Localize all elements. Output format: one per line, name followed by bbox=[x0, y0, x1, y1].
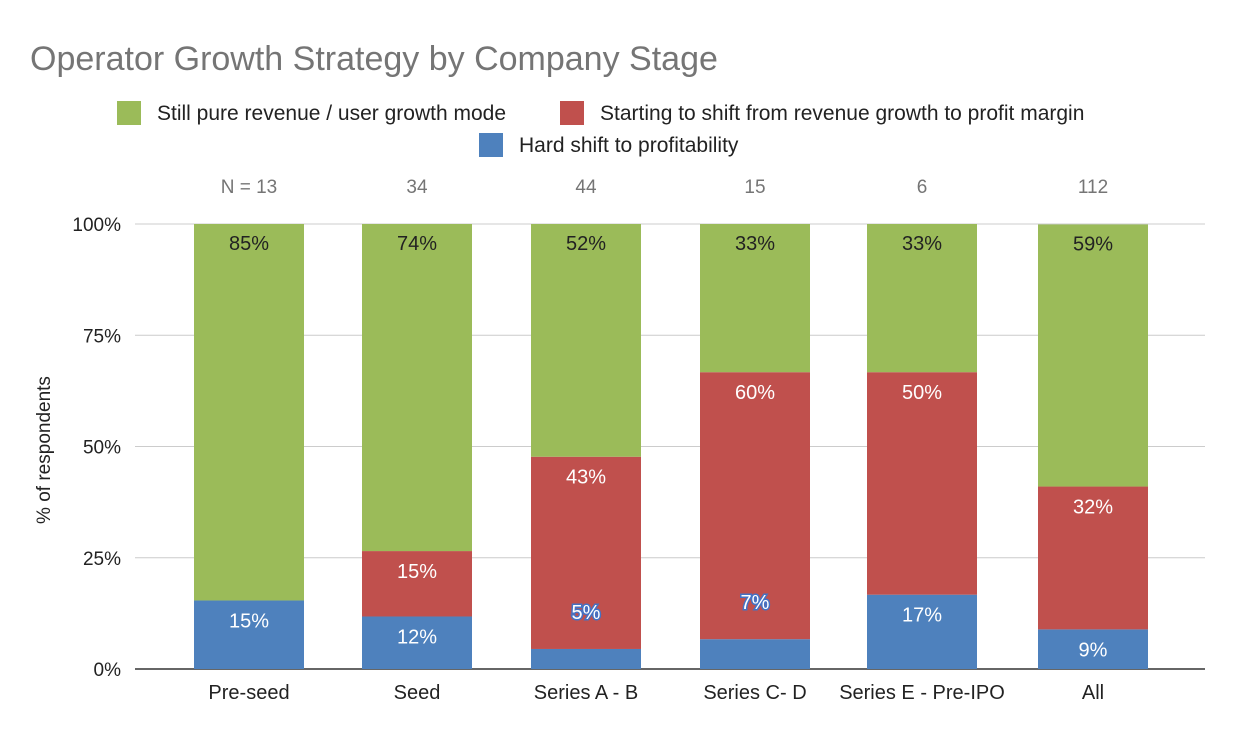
data-label: 74% bbox=[397, 233, 437, 255]
x-category-label: Pre-seed bbox=[208, 682, 289, 704]
data-label: 50% bbox=[902, 382, 942, 404]
legend: Still pure revenue / user growth mode St… bbox=[117, 101, 1084, 157]
shift-segment bbox=[867, 372, 977, 595]
n-label: 34 bbox=[406, 177, 428, 198]
x-category-label: Series E - Pre-IPO bbox=[839, 682, 1005, 704]
data-label: 12% bbox=[397, 626, 437, 648]
profit-segment bbox=[531, 648, 641, 669]
legend-swatch-shift bbox=[560, 101, 584, 125]
shift-segment bbox=[700, 372, 810, 640]
growth-segment bbox=[1038, 224, 1148, 487]
legend-label-shift: Starting to shift from revenue growth to… bbox=[600, 102, 1084, 125]
data-label: 5% bbox=[572, 602, 601, 624]
growth-segment bbox=[531, 224, 641, 457]
y-tick-label: 50% bbox=[83, 438, 121, 459]
data-label: 59% bbox=[1073, 233, 1113, 255]
legend-swatch-growth bbox=[117, 101, 141, 125]
legend-label-growth: Still pure revenue / user growth mode bbox=[157, 102, 506, 125]
profit-segment bbox=[700, 639, 810, 669]
shift-segment bbox=[1038, 486, 1148, 630]
legend-item-profit[interactable]: Hard shift to profitability bbox=[479, 133, 739, 157]
y-axis-label: % of respondents bbox=[34, 376, 55, 524]
data-label: 32% bbox=[1073, 497, 1113, 519]
legend-label-profit: Hard shift to profitability bbox=[519, 134, 739, 157]
n-label: 44 bbox=[575, 177, 597, 198]
x-category-label: Series C- D bbox=[703, 682, 806, 704]
profit-segment bbox=[194, 600, 304, 669]
n-label: 112 bbox=[1078, 177, 1108, 198]
legend-swatch-profit bbox=[479, 133, 503, 157]
bars bbox=[194, 224, 1148, 669]
data-label: 43% bbox=[566, 467, 606, 489]
data-label: 17% bbox=[902, 605, 942, 627]
data-label: 33% bbox=[735, 233, 775, 255]
y-tick-label: 100% bbox=[72, 215, 121, 236]
profit-segment bbox=[1038, 629, 1148, 669]
data-label: 9% bbox=[1079, 639, 1108, 661]
shift-segment bbox=[531, 456, 641, 649]
data-label: 85% bbox=[229, 233, 269, 255]
legend-item-shift[interactable]: Starting to shift from revenue growth to… bbox=[560, 101, 1084, 125]
data-label: 60% bbox=[735, 382, 775, 404]
chart-title: Operator Growth Strategy by Company Stag… bbox=[30, 40, 718, 78]
growth-segment bbox=[194, 224, 304, 601]
growth-segment bbox=[362, 224, 472, 552]
profit-segment bbox=[867, 594, 977, 669]
n-label: 15 bbox=[744, 177, 765, 198]
growth-segment bbox=[867, 224, 977, 373]
data-label: 15% bbox=[397, 561, 437, 583]
data-label: 15% bbox=[229, 610, 269, 632]
y-tick-label: 25% bbox=[83, 549, 121, 570]
shift-segment bbox=[362, 551, 472, 617]
gridlines bbox=[135, 223, 1205, 670]
y-tick-label: 75% bbox=[83, 326, 121, 347]
x-category-label: Series A - B bbox=[534, 682, 639, 704]
n-label: 6 bbox=[917, 177, 928, 198]
profit-segment bbox=[362, 616, 472, 669]
n-label: N = 13 bbox=[221, 177, 278, 198]
data-labels: 15% 85% 12% 15% 74% 5% 43% 52% 7% 60% 33% 17% 50% 33%… bbox=[229, 233, 1113, 661]
data-label: 52% bbox=[566, 233, 606, 255]
legend-item-growth[interactable]: Still pure revenue / user growth mode bbox=[117, 101, 506, 125]
y-tick-label: 0% bbox=[94, 660, 122, 681]
x-axis-categories: Pre-seed Seed Series A - B Series C- D Serie… bbox=[208, 682, 1104, 704]
y-axis-ticks: 0% 25% 50% 75% 100% bbox=[72, 215, 121, 681]
x-category-label: Seed bbox=[394, 682, 441, 704]
data-label: 7% bbox=[741, 592, 770, 614]
x-category-label: All bbox=[1082, 682, 1104, 704]
n-labels: N = 13 34 44 15 6 112 bbox=[221, 177, 1108, 198]
data-label: 33% bbox=[902, 233, 942, 255]
growth-segment bbox=[700, 224, 810, 373]
